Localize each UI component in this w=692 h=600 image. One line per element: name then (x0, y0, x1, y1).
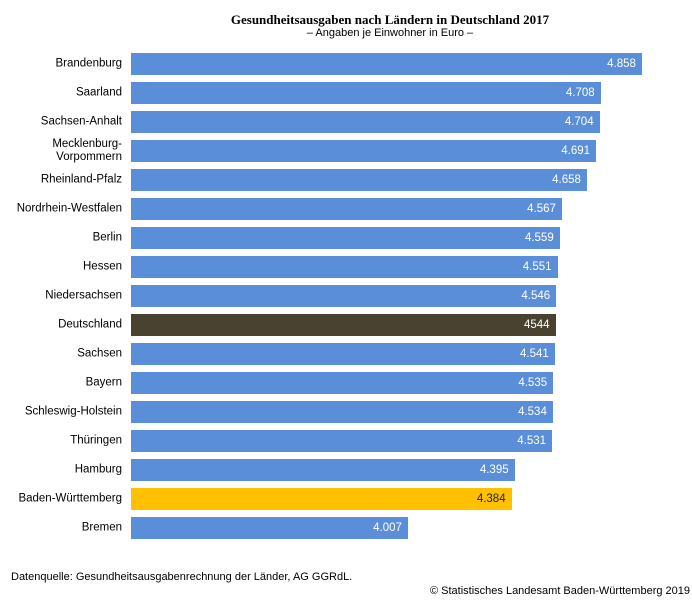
value-label: 4.546 (521, 290, 551, 302)
value-label: 4.535 (518, 377, 548, 389)
bar (131, 372, 554, 394)
bar (131, 459, 515, 481)
bar (131, 488, 512, 510)
bar (131, 169, 587, 191)
value-label: 4.384 (476, 493, 506, 505)
chart-subtitle: – Angaben je Einwohner in Euro – (306, 27, 474, 39)
value-label: 4.704 (564, 116, 594, 128)
value-label: 4.541 (519, 348, 549, 360)
y-tick-label: Brandenburg (55, 57, 123, 70)
chart-title: Gesundheitsausgaben nach Ländern in Deut… (230, 12, 550, 27)
y-tick-label: Deutschland (58, 318, 122, 331)
y-tick-label: Saarland (75, 86, 122, 99)
bar (131, 285, 557, 307)
value-label: 4.658 (552, 174, 581, 186)
value-label: 4.395 (479, 464, 509, 476)
y-tick-label: Thüringen (70, 434, 122, 447)
y-tick-label: Sachsen-Anhalt (40, 115, 122, 128)
value-label: 4.567 (527, 203, 556, 215)
y-tick-label: Bremen (81, 521, 122, 534)
bar (131, 198, 562, 220)
bar (131, 111, 600, 133)
bar (131, 314, 556, 336)
bar (131, 343, 555, 365)
y-tick-label: Nordrhein-Westfalen (16, 202, 122, 215)
y-tick-label: Baden-Württemberg (18, 492, 122, 505)
bar (131, 140, 597, 162)
value-label: 4.531 (517, 435, 547, 447)
bar (131, 430, 553, 452)
value-label: 4.551 (522, 261, 552, 273)
value-label: 4.007 (373, 522, 402, 534)
y-tick-label: Hessen (83, 260, 122, 273)
y-tick-label: Bayern (85, 376, 122, 389)
bar (131, 227, 560, 249)
y-tick-label: Schleswig-Holstein (24, 405, 122, 418)
bar (131, 256, 558, 278)
value-label: 4.559 (524, 232, 554, 244)
value-label: 4544 (524, 319, 550, 331)
bar (131, 401, 553, 423)
y-tick-label: Rheinland-Pfalz (40, 173, 122, 186)
bar (131, 517, 408, 539)
y-tick-label: Niedersachsen (45, 289, 122, 302)
y-tick-label: Sachsen (77, 347, 122, 360)
value-label: 4.691 (561, 145, 591, 157)
value-label: 4.534 (518, 406, 547, 418)
y-tick-label: Mecklenburg-Vorpommern (52, 138, 122, 163)
bar (131, 53, 642, 75)
bar (131, 82, 601, 104)
credit-note: © Statistisches Landesamt Baden-Württemb… (429, 585, 690, 597)
value-label: 4.858 (607, 58, 636, 70)
value-label: 4.708 (565, 87, 595, 99)
y-tick-label: Hamburg (74, 463, 122, 476)
source-note: Datenquelle: Gesundheitsausgabenrechnung… (11, 571, 353, 583)
y-tick-label: Berlin (92, 231, 122, 244)
